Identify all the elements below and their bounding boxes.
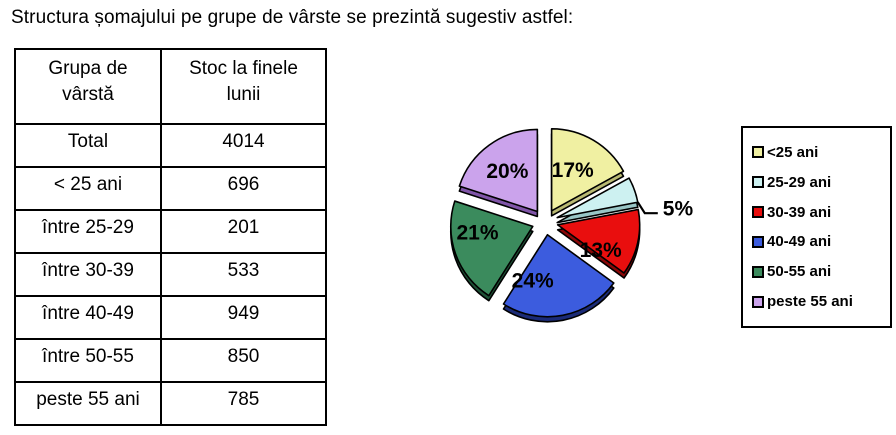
leader-line <box>636 201 658 215</box>
age-group-cell: între 50-55 <box>14 338 162 383</box>
legend-item: 30-39 ani <box>752 204 886 221</box>
pie-percent-label: 13% <box>580 239 622 262</box>
legend-label: peste 55 ani <box>767 293 853 311</box>
page-title: Structura șomajului pe grupe de vârste s… <box>11 7 574 28</box>
legend-label: <25 ani <box>767 143 819 161</box>
stock-value-cell: 201 <box>160 209 327 254</box>
pie-slice-peste-55-ani <box>458 128 539 213</box>
stock-value-cell: 696 <box>160 166 327 211</box>
age-group-cell: < 25 ani <box>14 166 162 211</box>
legend-item: 50-55 ani <box>752 263 886 280</box>
pie-percent-label: 24% <box>512 270 554 293</box>
table-row: între 40-49 949 <box>14 295 327 340</box>
legend-swatch-icon <box>752 146 764 159</box>
pie-slice-40-49-ani <box>502 233 615 318</box>
legend-item: <25 ani <box>752 144 886 161</box>
table-row: < 25 ani 696 <box>14 166 327 211</box>
col-header-stock: Stoc la finele lunii <box>160 48 327 125</box>
table-row: între 50-55 850 <box>14 338 327 383</box>
table-row: Total 4014 <box>14 123 327 168</box>
table-row: între 30-39 533 <box>14 252 327 297</box>
legend-swatch-icon <box>752 206 764 219</box>
legend-label: 40-49 ani <box>767 233 832 251</box>
legend-label: 25-29 ani <box>767 173 832 191</box>
legend-label: 30-39 ani <box>767 203 832 221</box>
chart-legend: <25 ani 25-29 ani 30-39 ani 40-49 ani 50-55 … <box>741 126 892 328</box>
age-group-cell: între 30-39 <box>14 252 162 297</box>
legend-item: peste 55 ani <box>752 293 886 310</box>
age-group-cell: între 40-49 <box>14 295 162 340</box>
stock-value-cell: 949 <box>160 295 327 340</box>
legend-label: 50-55 ani <box>767 263 832 281</box>
stock-value-cell: 785 <box>160 381 327 426</box>
legend-swatch-icon <box>752 176 764 189</box>
legend-swatch-icon <box>752 295 764 308</box>
table-header-row: Grupa de vârstă Stoc la finele lunii <box>14 48 327 125</box>
table-row: între 25-29 201 <box>14 209 327 254</box>
legend-item: 40-49 ani <box>752 233 886 250</box>
pie-chart: 17% 5% 13% 24% 21% 20% <box>420 100 720 360</box>
table-row: peste 55 ani 785 <box>14 381 327 426</box>
age-group-cell: între 25-29 <box>14 209 162 254</box>
stock-value-cell: 533 <box>160 252 327 297</box>
pie-slice-50-55-ani <box>450 200 534 297</box>
pie-slice-25-ani <box>550 128 625 212</box>
stock-value-cell: 850 <box>160 338 327 383</box>
pie-percent-label: 20% <box>486 160 528 183</box>
pie-percent-label: 5% <box>663 198 694 221</box>
pie-percent-label: 21% <box>456 222 498 245</box>
legend-swatch-icon <box>752 265 764 278</box>
pie-slice-30-39-ani <box>556 208 641 274</box>
age-group-cell: peste 55 ani <box>14 381 162 426</box>
legend-swatch-icon <box>752 235 764 248</box>
age-structure-table: Grupa de vârstă Stoc la finele lunii Tot… <box>14 48 327 426</box>
stock-value-cell: 4014 <box>160 123 327 168</box>
legend-item: 25-29 ani <box>752 174 886 191</box>
col-header-age-group: Grupa de vârstă <box>14 48 162 125</box>
pie-percent-label: 17% <box>552 159 594 182</box>
age-group-cell: Total <box>14 123 162 168</box>
